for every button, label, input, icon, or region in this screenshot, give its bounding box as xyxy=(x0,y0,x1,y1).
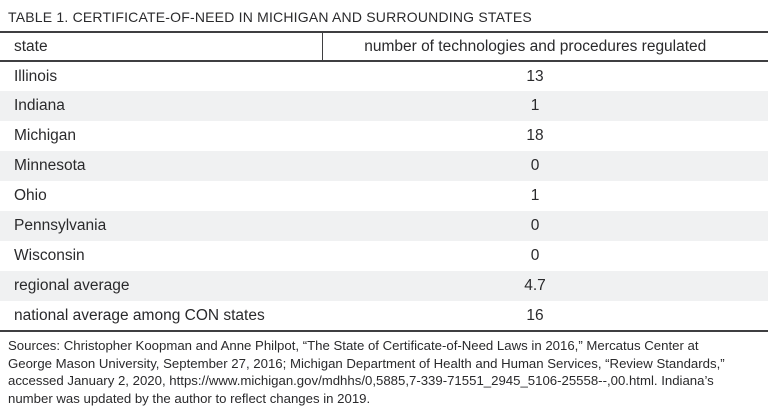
value-cell: 4.7 xyxy=(524,277,546,294)
table-row: Wisconsin 0 xyxy=(0,241,768,271)
sources-note-line: number was updated by the author to refl… xyxy=(8,390,371,406)
table-row: Michigan 18 xyxy=(0,121,768,151)
table-title: TABLE 1. CERTIFICATE-OF-NEED IN MICHIGAN… xyxy=(0,0,768,33)
value-cell: 18 xyxy=(526,127,544,144)
state-cell: Indiana xyxy=(14,97,65,114)
sources-note: Sources: Christopher Koopman and Anne Ph… xyxy=(0,337,768,407)
state-cell: Michigan xyxy=(14,127,77,144)
table-row: Indiana 1 xyxy=(0,91,768,121)
sources-note-line: George Mason University, September 27, 2… xyxy=(8,355,725,371)
table-row: Ohio 1 xyxy=(0,181,768,211)
con-table: state number of technologies and procedu… xyxy=(0,33,768,332)
sources-note-line: accessed January 2, 2020, https://www.mi… xyxy=(8,373,714,389)
state-cell: national average among CON states xyxy=(14,306,265,324)
table-header: state number of technologies and procedu… xyxy=(0,33,768,62)
table-row: Illinois 13 xyxy=(0,61,768,91)
value-cell: 16 xyxy=(526,306,544,324)
value-cell: 1 xyxy=(530,187,540,204)
state-cell: Wisconsin xyxy=(14,247,85,264)
value-cell: 13 xyxy=(526,67,544,85)
sources-note-line: Sources: Christopher Koopman and Anne Ph… xyxy=(8,338,699,353)
value-cell: 1 xyxy=(530,97,540,114)
value-cell: 0 xyxy=(530,247,540,264)
table-row: national average among CON states 16 xyxy=(0,301,768,331)
state-cell: Ohio xyxy=(14,187,47,204)
table-row: regional average 4.7 xyxy=(0,271,768,301)
value-cell: 0 xyxy=(530,217,540,234)
state-cell: Minnesota xyxy=(14,157,86,174)
value-cell: 0 xyxy=(530,157,540,174)
state-cell: Pennsylvania xyxy=(14,217,107,234)
table-row: Minnesota 0 xyxy=(0,151,768,181)
table-body: Illinois 13 Indiana 1 Michigan 18 Minnes… xyxy=(0,61,768,331)
table-row: Pennsylvania 0 xyxy=(0,211,768,241)
column-header-state: state xyxy=(0,33,322,62)
header-row: state number of technologies and procedu… xyxy=(0,33,768,62)
state-cell: Illinois xyxy=(14,67,58,85)
column-header-count: number of technologies and procedures re… xyxy=(321,33,768,62)
state-cell: regional average xyxy=(14,277,130,294)
